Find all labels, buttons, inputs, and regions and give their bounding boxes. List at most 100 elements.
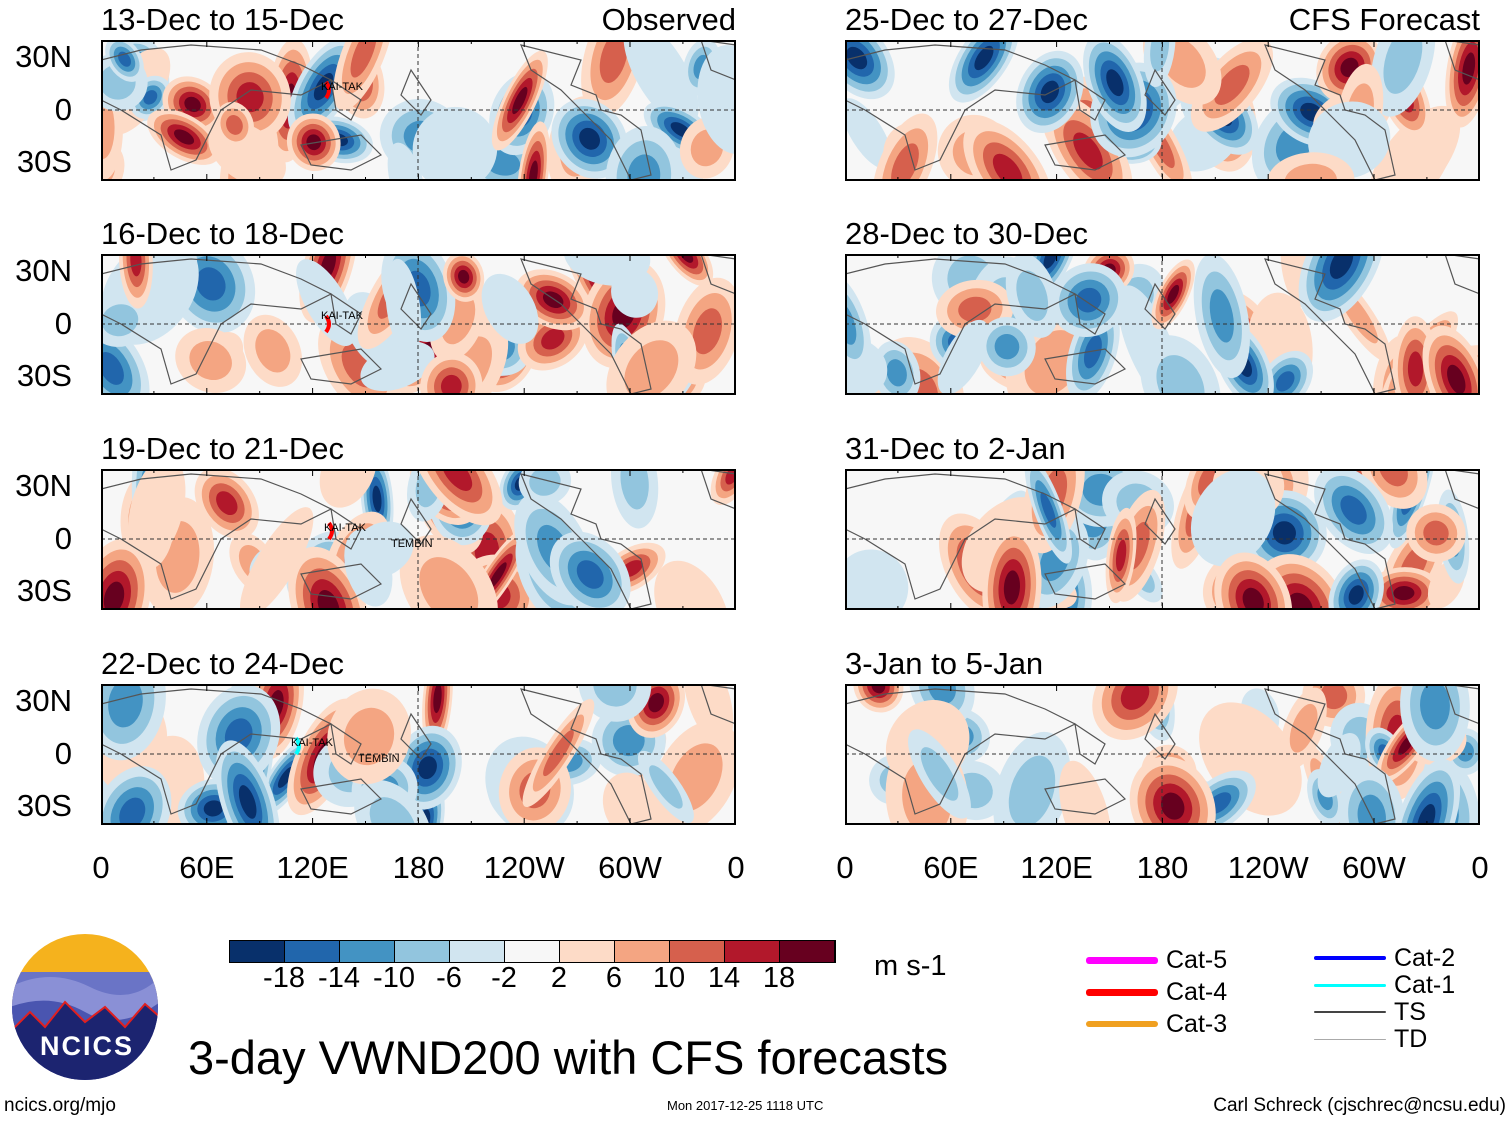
coastline [520,44,652,181]
wind-contour [845,549,909,610]
coastline [1074,722,1106,765]
lat-label: 30N [15,468,72,503]
wind-contour [1242,587,1264,610]
lon-label: 60E [179,850,235,885]
coastline [1264,473,1396,610]
wind-contour [119,797,146,825]
lon-label: 120E [1020,850,1093,885]
coastline [845,44,1077,171]
track-legend-label: Cat-3 [1166,1010,1228,1038]
coastline [1144,282,1176,330]
coastline [1074,507,1106,550]
coastline [1144,497,1176,545]
coastline [400,68,432,116]
coastline [1044,778,1127,815]
wind-contour [846,46,868,70]
track-legend-line [1086,1021,1158,1027]
wind-contour [624,340,679,395]
wind-contour [343,707,395,766]
wind-contour [1383,40,1423,94]
footer-timestamp: Mon 2017-12-25 1118 UTC [667,1098,824,1113]
wind-contour [226,115,243,135]
coastline [330,722,362,765]
wind-contour [683,684,734,745]
wind-contour [1120,684,1150,710]
colorbar-swatch [615,941,670,962]
wind-contour [1379,127,1455,181]
colorbar-swatch [230,941,285,962]
panel-title: 16-Dec to 18-Dec [101,216,344,251]
coastline [300,134,383,171]
wind-contour [623,40,699,127]
coastline [1074,292,1106,335]
colorbar-swatch [450,941,505,962]
storm-label: TEMBIN [391,538,433,550]
wind-contour [871,684,886,694]
wind-contour [697,45,736,155]
lat-label: 30N [15,683,72,718]
wind-contour [1190,469,1276,567]
lon-label: 0 [92,850,110,885]
track-legend-label: Cat-5 [1166,946,1228,974]
wind-contour [529,469,561,496]
figure-title: 3-day VWND200 with CFS forecasts [188,1031,949,1084]
wind-contour [419,557,479,610]
coastline [330,78,362,121]
lat-label: 0 [54,521,72,556]
lon-label: 0 [836,850,854,885]
storm-label: TEMBIN [358,753,400,765]
coastline [101,258,333,385]
wind-contour [612,725,645,757]
wind-contour [1075,287,1102,313]
wind-contour [1287,592,1313,610]
colorbar-label: 18 [762,962,796,994]
wind-contour [108,684,143,728]
storm-label: KAI-TAK [324,522,367,534]
coastline [400,712,432,760]
lat-label: 0 [54,92,72,127]
coastline [1444,469,1480,510]
coastline [1074,78,1106,121]
lon-label: 60E [923,850,979,885]
lon-label: 180 [1136,850,1189,885]
wind-contour [937,319,990,395]
coastline [330,292,362,335]
coastline [1264,688,1396,825]
wind-contour [1340,495,1367,525]
wind-contour [277,766,294,788]
storm-label: KAI-TAK [321,310,364,322]
colorbar-swatch [285,941,340,962]
panel-title: 19-Dec to 21-Dec [101,431,344,466]
coastline [330,507,362,550]
wind-contour [458,269,470,284]
map-panel [845,40,1480,181]
panel-header: Observed [601,2,736,37]
track-legend-line [1314,983,1386,987]
panel-title: 3-Jan to 5-Jan [845,646,1044,681]
track-legend-line [1314,956,1386,960]
coastline [400,282,432,330]
wind-contour [369,797,417,825]
wind-contour [541,328,565,350]
wind-contour [1115,539,1127,572]
footer-left-link[interactable]: ncics.org/mjo [4,1095,116,1116]
colorbar-label: -18 [263,962,305,994]
wind-contour [958,296,992,323]
track-legend-label: Cat-2 [1394,944,1456,972]
wind-contour [1003,570,1020,605]
track-legend-line [1314,1011,1386,1013]
map-panel [845,469,1480,610]
wind-contour [236,82,264,113]
panel-header: CFS Forecast [1288,2,1480,37]
coastline [520,258,652,395]
track-legend-line [1086,956,1158,964]
wind-contour [891,143,919,181]
panel-title: 22-Dec to 24-Dec [101,646,344,681]
wind-contour [306,134,322,151]
lat-label: 30S [16,358,72,393]
colorbar-swatch [340,941,395,962]
svg-text:NCICS: NCICS [40,1031,134,1061]
wind-contour [412,106,498,181]
panel-title: 31-Dec to 2-Jan [845,431,1066,466]
colorbar-label: 2 [550,962,568,994]
